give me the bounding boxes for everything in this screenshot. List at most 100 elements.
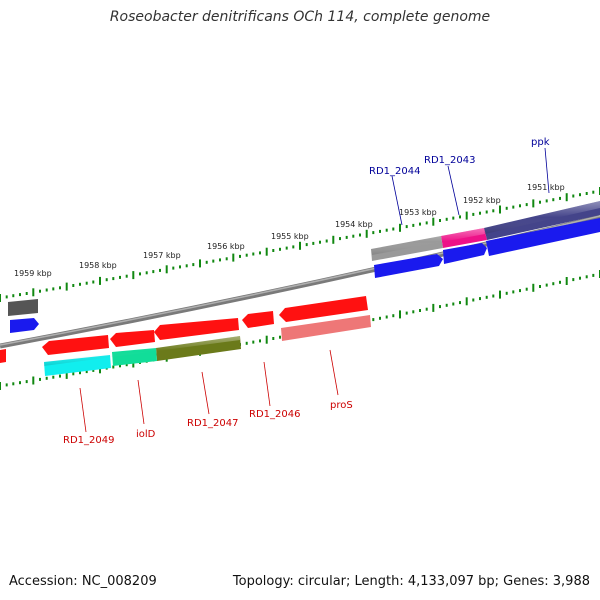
- tick-lower-66: [439, 305, 441, 309]
- tick-upper-1: [5, 295, 8, 299]
- tick-upper-83: [552, 198, 555, 202]
- tick-upper-65: [432, 217, 435, 226]
- gene-left-blue[interactable]: [10, 318, 39, 333]
- tick-upper-27: [179, 265, 181, 269]
- tick-upper-13: [85, 281, 88, 285]
- tick-lower-77: [512, 290, 515, 294]
- tick-upper-54: [359, 233, 361, 237]
- kbp-label-1954: 1954 kbp: [335, 220, 373, 229]
- tick-upper-70: [465, 211, 468, 220]
- tick-upper-36: [239, 254, 241, 258]
- tick-upper-24: [159, 268, 161, 272]
- tick-lower-70: [465, 297, 468, 306]
- tick-lower-71: [472, 298, 475, 302]
- tick-upper-78: [519, 204, 521, 208]
- tick-upper-63: [419, 222, 421, 226]
- leader-rd1-2049: [79, 387, 87, 433]
- tick-upper-57: [379, 229, 381, 233]
- tick-lower-13: [85, 370, 88, 374]
- tick-lower-60: [399, 310, 401, 319]
- tick-lower-12: [79, 371, 81, 375]
- tick-upper-33: [219, 258, 221, 262]
- tick-upper-72: [479, 211, 481, 215]
- tick-upper-0: [0, 294, 1, 302]
- tick-lower-87: [579, 276, 581, 280]
- tick-upper-15: [99, 276, 101, 285]
- tick-lower-72: [479, 297, 481, 301]
- gene-shading: [44, 201, 600, 366]
- tick-lower-41: [272, 337, 275, 340]
- leader-rd1-2043: [447, 165, 460, 216]
- gene-left-red[interactable]: [0, 349, 6, 363]
- tick-lower-58: [385, 315, 388, 319]
- tick-lower-82: [545, 283, 548, 287]
- tick-upper-52: [345, 235, 348, 239]
- gene-left-gray[interactable]: [8, 299, 38, 316]
- kbp-label-1955: 1955 kbp: [271, 232, 309, 241]
- tick-lower-73: [485, 295, 488, 299]
- tick-upper-4: [25, 292, 28, 295]
- tick-upper-34: [225, 257, 228, 261]
- label-ppk: ppk: [531, 137, 550, 148]
- label-rd1-2046: RD1_2046: [249, 409, 300, 420]
- kbp-label-1951: 1951 kbp: [527, 183, 565, 192]
- tick-upper-56: [372, 231, 375, 235]
- tick-lower-18: [119, 364, 121, 368]
- tick-upper-20: [132, 271, 135, 280]
- label-pros: proS: [330, 400, 353, 411]
- tick-upper-32: [212, 259, 215, 263]
- tick-upper-80: [532, 199, 535, 208]
- kbp-label-1959: 1959 kbp: [14, 269, 52, 278]
- tick-upper-42: [279, 247, 281, 251]
- tick-upper-17: [112, 277, 115, 281]
- tick-lower-69: [459, 301, 461, 305]
- gene-rd1-2043-cds[interactable]: [443, 243, 487, 264]
- gene-pros[interactable]: [281, 315, 371, 341]
- tick-upper-81: [539, 200, 541, 204]
- tick-lower-76: [505, 291, 508, 295]
- tick-lower-56: [372, 318, 375, 322]
- tick-upper-21: [139, 272, 141, 276]
- tick-upper-5: [32, 288, 35, 297]
- tick-lower-42: [279, 335, 281, 339]
- tick-upper-77: [512, 205, 515, 209]
- tick-lower-63: [419, 309, 421, 312]
- scale-ticks-upper: [0, 187, 600, 302]
- leader-rd1-2044: [391, 175, 403, 226]
- tick-lower-40: [265, 335, 268, 344]
- gene-rd1-2047-arrow[interactable]: [154, 318, 239, 340]
- gene-rd1-2044-cds[interactable]: [374, 254, 443, 278]
- tick-lower-10: [65, 370, 68, 379]
- tick-lower-57: [379, 316, 381, 320]
- tick-lower-88: [585, 275, 588, 279]
- tick-upper-48: [319, 240, 321, 244]
- kbp-label-1956: 1956 kbp: [207, 242, 245, 251]
- tick-lower-4: [25, 380, 28, 384]
- tick-upper-69: [459, 215, 461, 219]
- tick-lower-1: [5, 383, 8, 387]
- tick-upper-68: [452, 216, 455, 220]
- tick-lower-75: [499, 290, 501, 299]
- tick-upper-22: [145, 271, 148, 275]
- gene-pros-arrow[interactable]: [279, 296, 368, 322]
- tick-lower-11: [72, 372, 75, 376]
- gene-ppk-cds[interactable]: [486, 218, 600, 256]
- tick-upper-35: [232, 253, 235, 262]
- gene-rd1-2049-arrow[interactable]: [42, 335, 109, 355]
- gene-iold-arrow[interactable]: [110, 330, 155, 347]
- leader-iold: [137, 379, 145, 425]
- tick-upper-43: [285, 246, 288, 250]
- label-rd1-2044: RD1_2044: [369, 166, 420, 177]
- tick-upper-12: [79, 282, 81, 286]
- tick-lower-59: [392, 314, 395, 318]
- tick-upper-38: [252, 252, 255, 256]
- tick-lower-64: [425, 307, 428, 311]
- gene-rd1-2046-arrow[interactable]: [242, 311, 274, 328]
- tick-upper-11: [72, 284, 75, 287]
- tick-upper-74: [492, 209, 495, 213]
- tick-upper-51: [339, 237, 341, 241]
- tick-lower-89: [592, 273, 595, 277]
- tick-upper-29: [192, 263, 195, 267]
- tick-lower-81: [539, 285, 541, 288]
- kbp-label-1958: 1958 kbp: [79, 261, 117, 270]
